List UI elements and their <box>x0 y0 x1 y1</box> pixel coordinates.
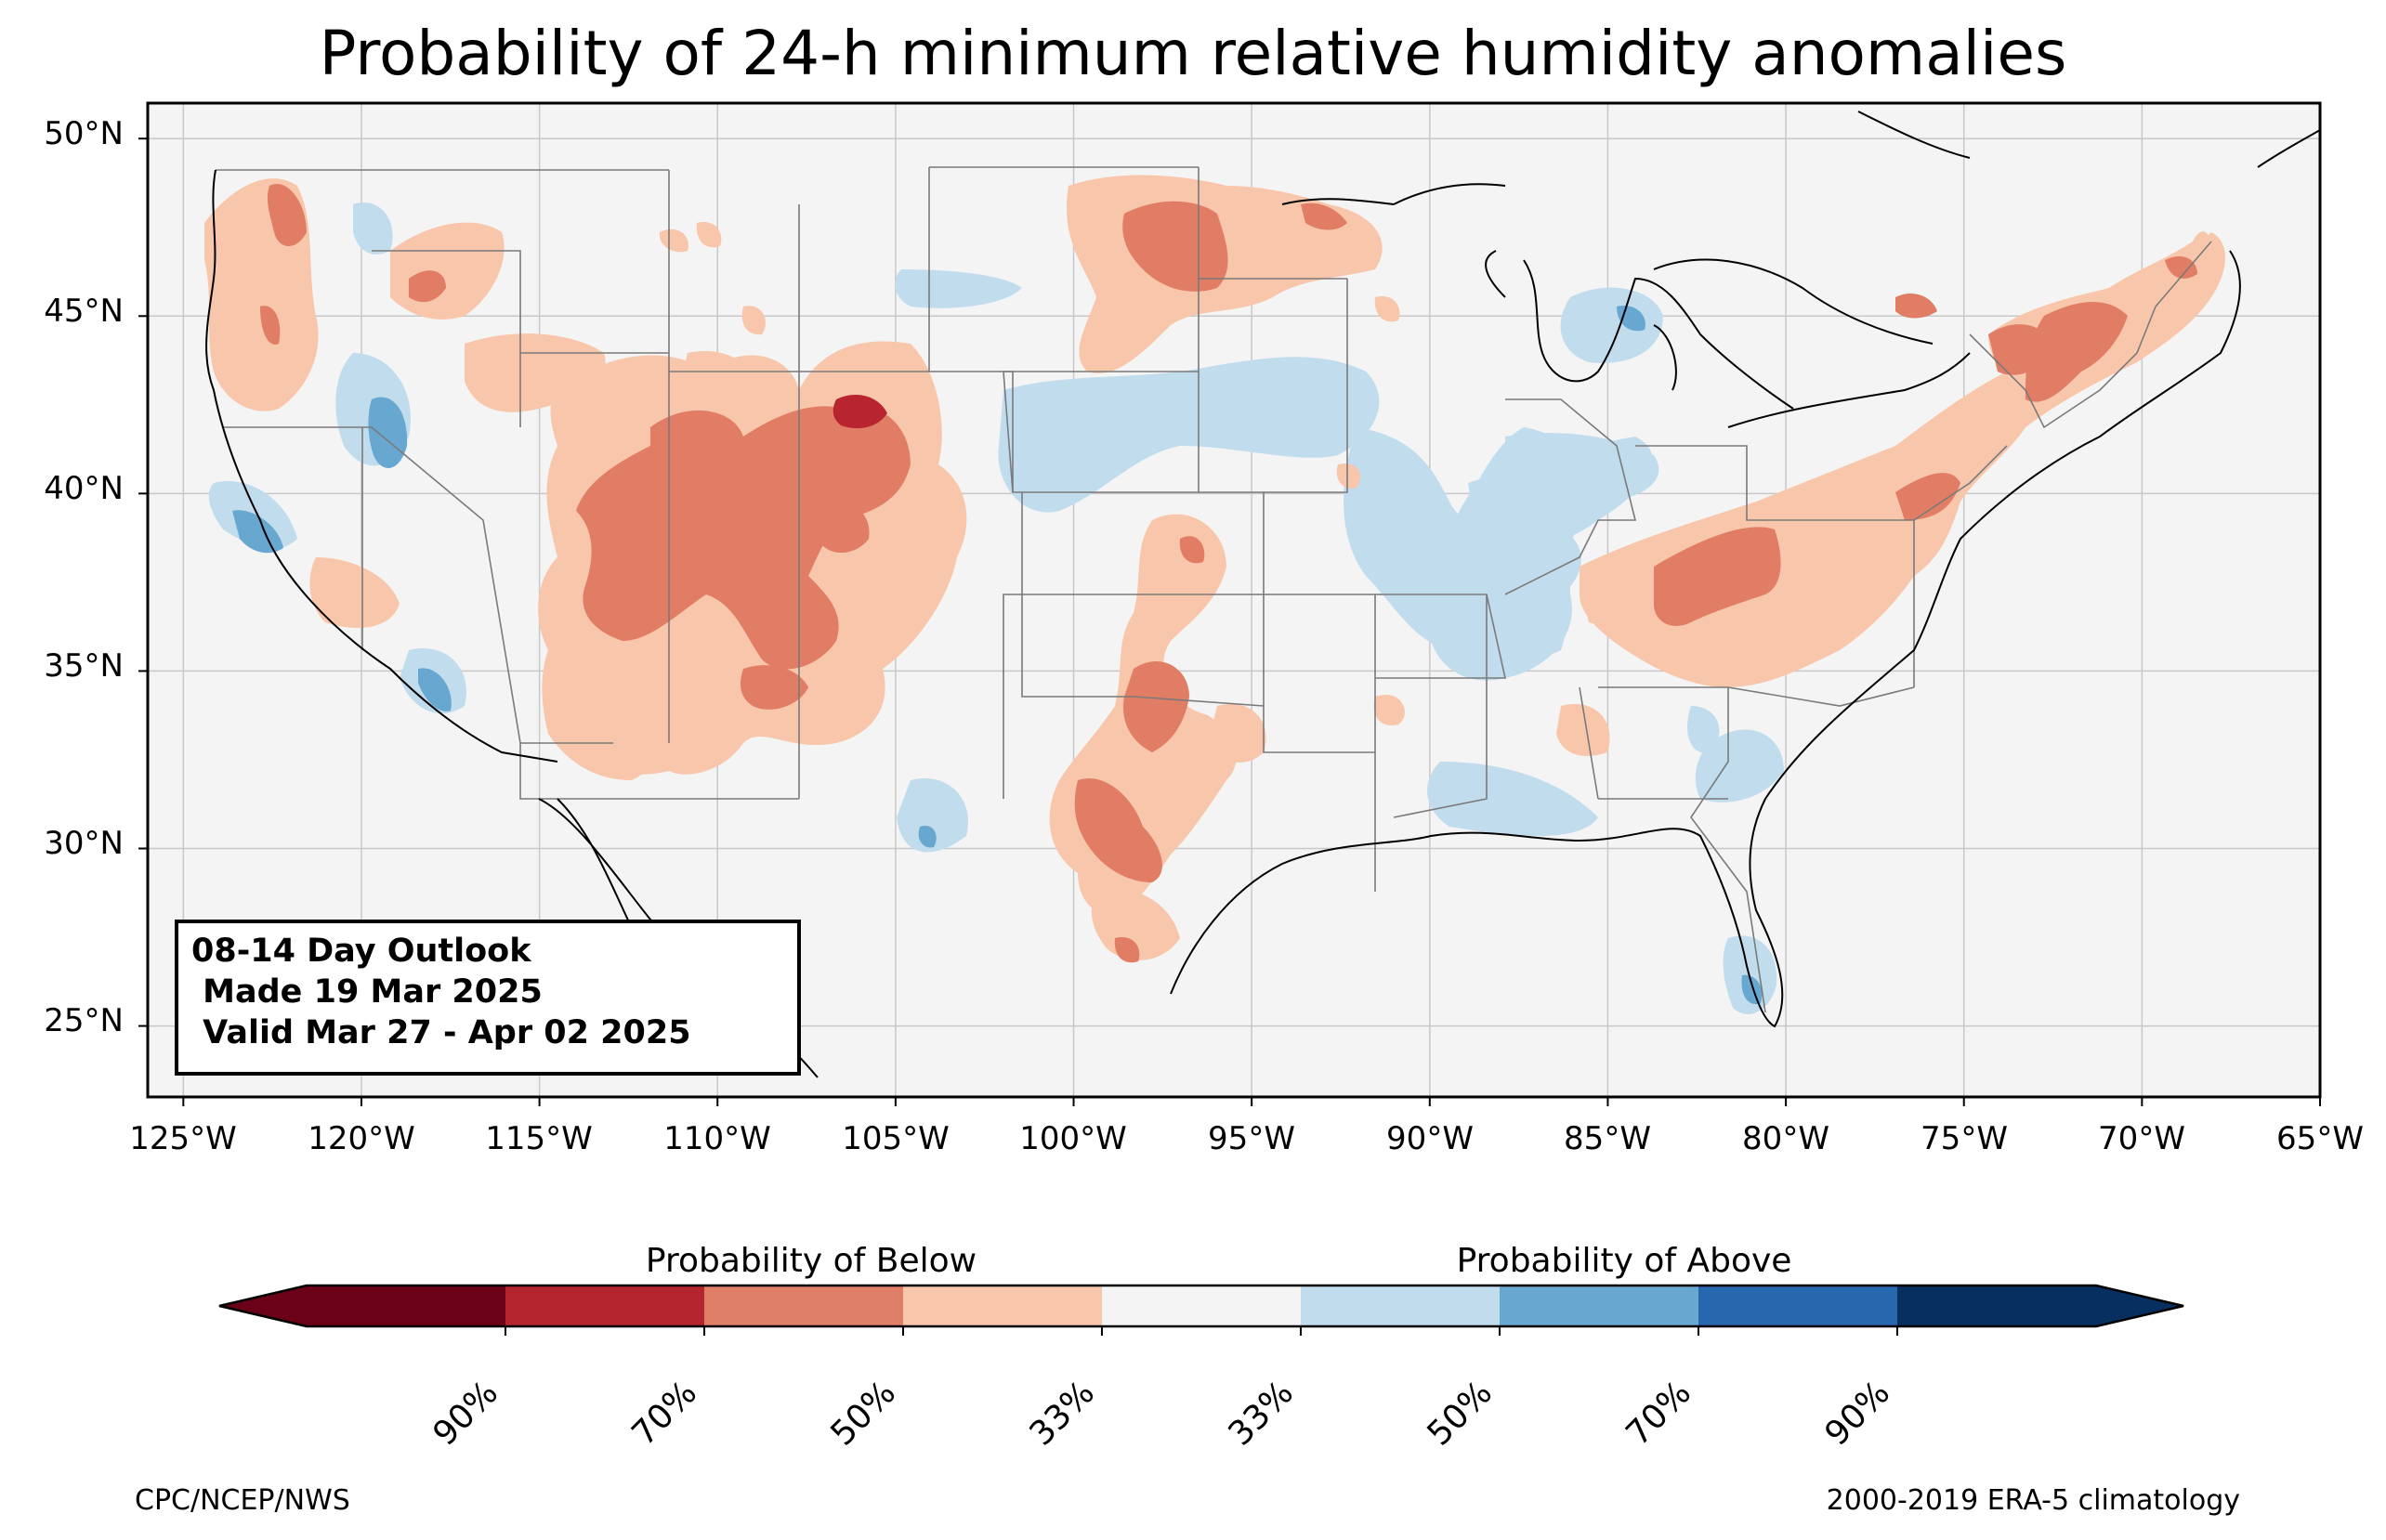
lat-label: 45°N <box>44 293 124 330</box>
lon-label: 120°W <box>308 1120 415 1157</box>
lon-label: 75°W <box>1921 1120 2008 1157</box>
below-50-regions <box>260 184 2197 963</box>
lon-label: 65°W <box>2276 1120 2364 1157</box>
footer-climatology: 2000-2019 ERA-5 climatology <box>1826 1484 2240 1517</box>
colorbar-extend-high <box>2096 1286 2183 1326</box>
colorbar-below-label: Probability of Below <box>645 1242 977 1280</box>
lon-label: 95°W <box>1208 1120 1295 1157</box>
lat-label: 30°N <box>44 825 124 862</box>
colorbar-extend-low <box>219 1286 307 1326</box>
lon-label: 85°W <box>1564 1120 1651 1157</box>
colorbar-segment <box>704 1286 903 1326</box>
lon-label: 115°W <box>485 1120 593 1157</box>
colorbar-outline <box>218 1284 2184 1328</box>
lon-label: 110°W <box>663 1120 771 1157</box>
outlook-made-date: Made 19 Mar 2025 <box>191 973 543 1011</box>
footer-source: CPC/NCEP/NWS <box>135 1484 350 1517</box>
lon-label: 70°W <box>2098 1120 2185 1157</box>
lon-label: 105°W <box>842 1120 950 1157</box>
lon-label: 80°W <box>1742 1120 1829 1157</box>
state-borders <box>216 166 2212 1013</box>
lat-label: 40°N <box>44 470 124 507</box>
colorbar-segment <box>1897 1286 2096 1326</box>
lat-label: 50°N <box>44 115 124 152</box>
outlook-period: 08-14 Day Outlook <box>191 933 531 970</box>
colorbar-segment <box>1301 1286 1500 1326</box>
lon-label: 90°W <box>1386 1120 1474 1157</box>
outlook-info-box: 08-14 Day Outlook Made 19 Mar 2025 Valid… <box>175 920 801 1076</box>
axis-ticks <box>138 137 2321 1106</box>
colorbar-segment <box>903 1286 1102 1326</box>
colorbar <box>218 1284 2184 1336</box>
below-70-regions <box>832 395 887 429</box>
outlook-valid-dates: Valid Mar 27 - Apr 02 2025 <box>191 1014 691 1051</box>
map-title: Probability of 24-h minimum relative hum… <box>319 18 2067 89</box>
colorbar-segment <box>1500 1286 1698 1326</box>
lon-label: 100°W <box>1019 1120 1127 1157</box>
colorbar-segment <box>307 1286 505 1326</box>
colorbar-segment <box>505 1286 704 1326</box>
lat-label: 25°N <box>44 1002 124 1039</box>
colorbar-above-label: Probability of Above <box>1456 1242 1792 1280</box>
colorbar-segment <box>1102 1286 1301 1326</box>
map-frame <box>146 101 2322 1099</box>
lat-label: 35°N <box>44 647 124 685</box>
lon-label: 125°W <box>129 1120 237 1157</box>
colorbar-segment <box>1698 1286 1897 1326</box>
